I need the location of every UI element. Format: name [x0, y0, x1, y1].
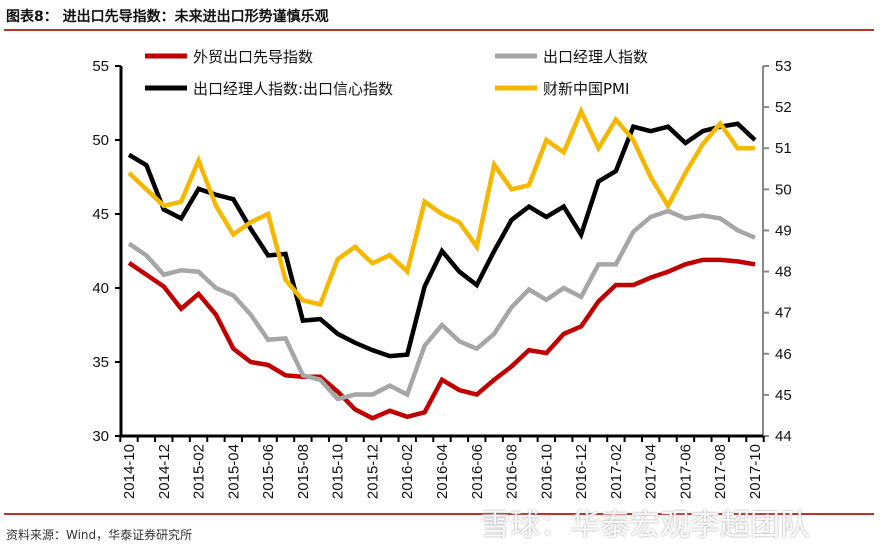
right-tick-label: 50	[775, 181, 792, 198]
right-tick-label: 51	[775, 140, 792, 157]
x-tick-label: 2016-04	[434, 444, 451, 499]
x-tick-label: 2015-10	[330, 444, 347, 499]
x-tick-label: 2015-02	[191, 444, 208, 499]
x-tick-label: 2014-12	[156, 444, 173, 499]
x-tick-label: 2017-10	[747, 444, 764, 499]
x-tick-label: 2015-12	[364, 444, 381, 499]
series-line-3	[127, 121, 757, 359]
figure-title: 图表8： 进出口先导指数：未来进出口形势谨慎乐观	[6, 9, 329, 25]
right-tick-label: 49	[775, 222, 792, 239]
left-tick-label: 55	[92, 58, 109, 75]
x-tick-label: 2016-10	[538, 444, 555, 499]
x-tick-label: 2016-02	[399, 444, 416, 499]
x-tick-label: 2017-04	[643, 444, 660, 499]
right-tick-label: 53	[775, 58, 792, 75]
footer-divider	[4, 513, 874, 515]
x-tick-label: 2015-06	[260, 444, 277, 499]
left-tick-label: 40	[92, 280, 109, 297]
title-divider	[4, 29, 874, 31]
x-tick-label: 2017-06	[677, 444, 694, 499]
watermark: 雪球：华泰宏观李超团队	[480, 508, 810, 543]
legend-label: 出口经理人指数	[543, 48, 648, 66]
right-tick-label: 47	[775, 305, 792, 322]
source-note: 资料来源：Wind，华泰证券研究所	[6, 528, 193, 542]
left-tick-label: 50	[92, 132, 109, 149]
x-tick-label: 2016-12	[573, 444, 590, 499]
left-tick-label: 35	[92, 354, 109, 371]
series-line-2	[127, 208, 756, 402]
x-tick-label: 2016-08	[504, 444, 521, 499]
right-tick-label: 52	[775, 99, 792, 116]
left-tick-label: 30	[92, 428, 109, 445]
right-tick-label: 48	[775, 264, 792, 281]
right-tick-label: 46	[775, 346, 792, 363]
right-tick-label: 44	[775, 428, 792, 445]
right-tick-label: 45	[775, 387, 792, 404]
x-tick-label: 2017-02	[608, 444, 625, 499]
left-tick-label: 45	[92, 206, 109, 223]
x-tick-label: 2015-08	[295, 444, 312, 499]
x-tick-label: 2016-06	[469, 444, 486, 499]
legend-label: 财新中国PMI	[543, 80, 629, 98]
x-tick-label: 2014-10	[121, 444, 138, 499]
x-tick-label: 2017-08	[712, 444, 729, 499]
series-line-1	[127, 257, 756, 421]
legend-label: 出口经理人指数:出口信心指数	[193, 80, 393, 98]
legend-label: 外贸出口先导指数	[193, 48, 313, 66]
x-tick-label: 2015-04	[225, 444, 242, 499]
